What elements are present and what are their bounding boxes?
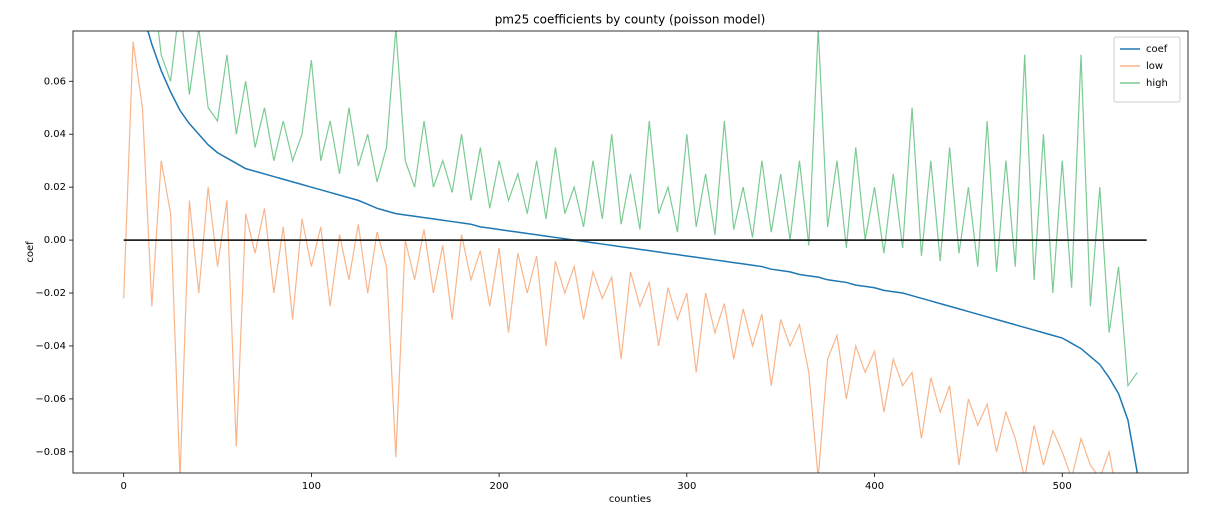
x-tick-label: 300 <box>677 481 696 492</box>
series-line <box>147 31 1139 473</box>
x-tick-label: 0 <box>120 481 126 492</box>
y-tick-label: 0.02 <box>44 182 66 193</box>
y-axis-label: coef <box>25 241 36 263</box>
y-tick-label: 0.00 <box>44 235 66 246</box>
plot-frame <box>72 30 1189 474</box>
series-line <box>123 41 1114 473</box>
y-tick-label: 0.04 <box>44 129 66 140</box>
legend-label: coef <box>1146 44 1168 55</box>
x-tick-label: 100 <box>302 481 321 492</box>
legend-box <box>1113 36 1181 103</box>
y-tick-label: −0.08 <box>35 447 66 458</box>
legend: coef low high <box>1113 36 1181 103</box>
x-axis-label: counties <box>609 494 651 505</box>
x-tick-label: 400 <box>865 481 884 492</box>
y-tick-label: −0.06 <box>35 394 66 405</box>
chart-title: pm25 coefficients by county (poisson mod… <box>495 13 766 27</box>
y-tick-label: 0.06 <box>44 76 66 87</box>
x-tick-label: 200 <box>490 481 509 492</box>
legend-label: low <box>1146 61 1163 72</box>
legend-label: high <box>1146 78 1168 89</box>
x-tick-label: 500 <box>1053 481 1072 492</box>
y-tick-label: −0.04 <box>35 341 66 352</box>
plot-area <box>123 31 1147 473</box>
y-tick-label: −0.02 <box>35 288 66 299</box>
series-line <box>157 31 1138 388</box>
